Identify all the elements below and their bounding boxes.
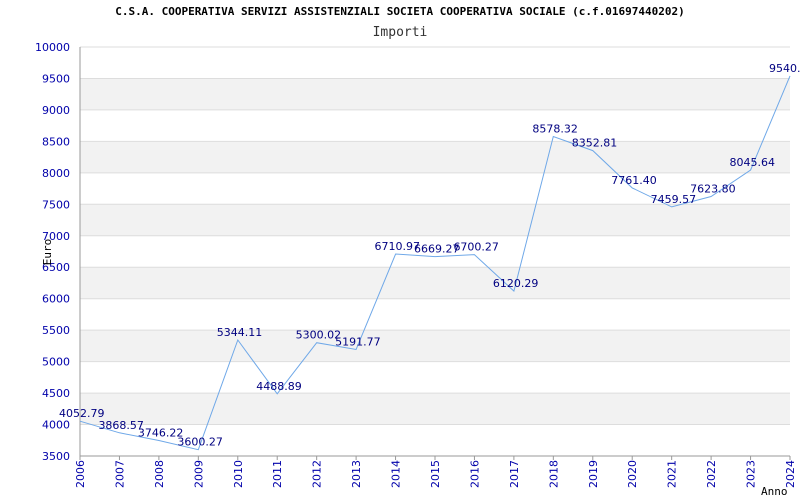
data-label: 4052.79: [59, 407, 105, 420]
chart-title: C.S.A. COOPERATIVA SERVIZI ASSISTENZIALI…: [115, 5, 685, 18]
x-tick-label: 2023: [745, 460, 758, 488]
x-tick-label: 2012: [311, 460, 324, 488]
data-label: 5191.77: [335, 336, 381, 349]
x-tick-labels: 2006 2007 2008 2009 2010 2011 2012 2013 2014 2015…: [74, 460, 797, 488]
x-tick-label: 2007: [113, 460, 126, 488]
data-label: 6669.27: [414, 243, 460, 256]
x-tick-label: 2024: [784, 460, 797, 488]
grid-band: [80, 330, 790, 362]
data-label: 3746.22: [138, 427, 184, 440]
series-line: [79, 75, 791, 451]
data-label: 5300.02: [296, 329, 342, 342]
grid-band: [80, 393, 790, 425]
data-label: 6120.29: [493, 277, 539, 290]
x-tick-label: 2014: [390, 460, 403, 488]
y-tick-label: 6000: [42, 293, 70, 306]
y-tick-label: 6500: [42, 261, 70, 274]
y-tick-label: 9500: [42, 72, 70, 85]
grid-band: [80, 141, 790, 173]
x-tick-label: 2013: [350, 460, 363, 488]
x-tick-label: 2017: [508, 460, 521, 488]
x-tick-label: 2008: [153, 460, 166, 488]
y-tick-label: 5000: [42, 356, 70, 369]
data-label: 6710.97: [375, 240, 421, 253]
data-label: 7459.57: [651, 193, 697, 206]
x-axis-label: Anno: [761, 485, 788, 498]
x-tick-label: 2022: [705, 460, 718, 488]
x-tick-label: 2020: [626, 460, 639, 488]
data-label: 4488.89: [256, 380, 302, 393]
y-tick-labels: 3500 4000 4500 5000 5500 6000 6500 7000 7500 8000…: [35, 41, 70, 463]
y-tick-label: 7500: [42, 198, 70, 211]
x-tick-label: 2015: [429, 460, 442, 488]
grid-bands: [80, 78, 790, 425]
x-tick-label: 2006: [74, 460, 87, 488]
data-label: 8578.32: [532, 122, 578, 135]
data-label: 6700.27: [453, 241, 499, 254]
y-tick-label: 8500: [42, 135, 70, 148]
y-tick-label: 7000: [42, 230, 70, 243]
y-tick-label: 4000: [42, 419, 70, 432]
x-tick-label: 2021: [666, 460, 679, 488]
series-line-group: [79, 75, 791, 451]
grid-band: [80, 267, 790, 299]
y-axis-label: Euro: [41, 239, 54, 266]
y-tick-label: 5500: [42, 324, 70, 337]
data-label: 7761.40: [611, 174, 657, 187]
grid-band: [80, 204, 790, 236]
y-tick-label: 8000: [42, 167, 70, 180]
y-tick-label: 3500: [42, 450, 70, 463]
grid-band: [80, 78, 790, 110]
x-tick-label: 2019: [587, 460, 600, 488]
data-label: 8045.64: [730, 156, 776, 169]
y-tick-label: 10000: [35, 41, 70, 54]
axes: [79, 47, 791, 460]
x-tick-label: 2009: [192, 460, 205, 488]
x-tick-label: 2018: [547, 460, 560, 488]
data-label: 5344.11: [217, 326, 263, 339]
chart-subtitle: Importi: [372, 25, 428, 40]
data-label: 7623.80: [690, 183, 736, 196]
y-tick-label: 9000: [42, 104, 70, 117]
data-label: 3868.57: [98, 419, 144, 432]
data-label: 3600.27: [177, 436, 223, 449]
x-tick-label: 2011: [271, 460, 284, 488]
y-tick-label: 4500: [42, 387, 70, 400]
x-tick-label: 2016: [468, 460, 481, 488]
x-tick-label: 2010: [232, 460, 245, 488]
data-label: 8352.81: [572, 137, 618, 150]
data-label: 9540.2: [769, 62, 800, 75]
